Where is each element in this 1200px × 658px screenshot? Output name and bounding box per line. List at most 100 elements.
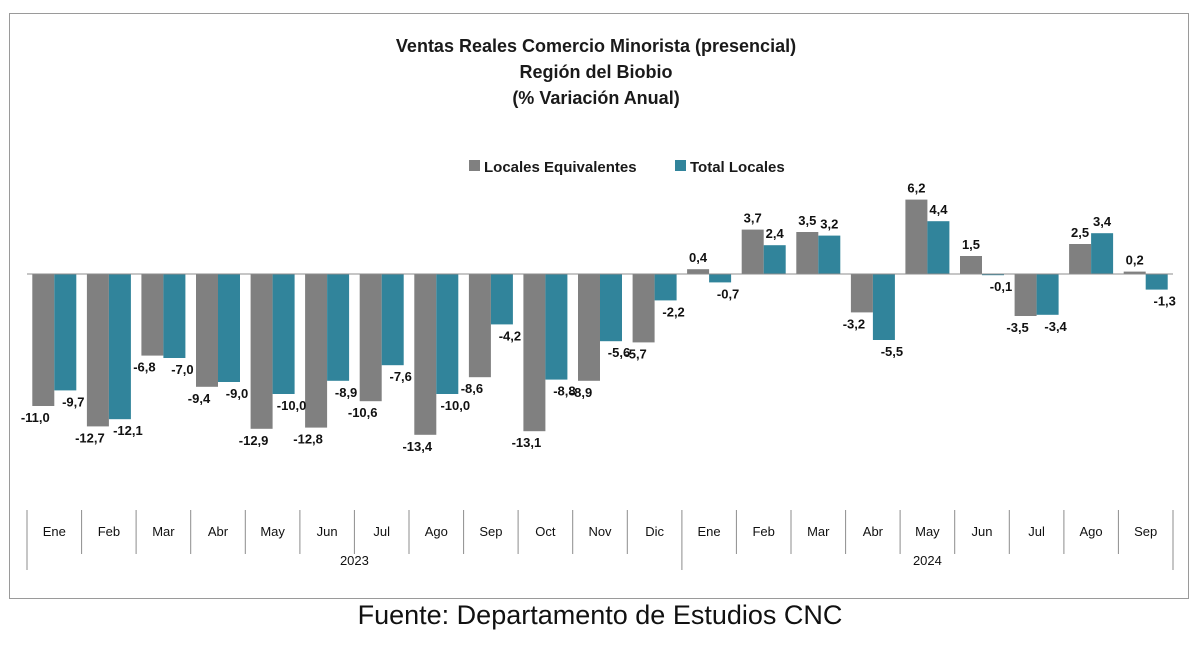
- data-label: -1,3: [1153, 294, 1175, 309]
- data-label: -8,8: [553, 384, 575, 399]
- data-label: -10,6: [348, 405, 378, 420]
- data-label: -8,9: [335, 385, 357, 400]
- bar-locales-equivalentes: [687, 269, 710, 274]
- chart-title-line: Ventas Reales Comercio Minorista (presen…: [396, 36, 796, 56]
- data-label: 6,2: [907, 181, 925, 196]
- data-label: -9,0: [226, 386, 248, 401]
- bar-total-locales: [327, 274, 350, 381]
- chart-bars: [32, 199, 1168, 435]
- x-tick-label: Dic: [645, 524, 664, 539]
- x-tick-label: Ene: [698, 524, 721, 539]
- data-label: -3,5: [1006, 320, 1028, 335]
- data-label: -11,0: [21, 410, 50, 425]
- data-label: -8,9: [570, 385, 592, 400]
- data-label: -0,1: [990, 279, 1012, 294]
- bar-total-locales: [654, 274, 677, 301]
- x-tick-label: Ago: [1080, 524, 1103, 539]
- chart-axis: Ene Feb Mar Abr May Jun Jul Ago Sep Oct Nov Dic Ene F…: [26, 273, 1174, 570]
- data-label: -12,8: [293, 432, 323, 447]
- bar-total-locales: [600, 274, 622, 342]
- data-label: -10,0: [440, 398, 470, 413]
- legend-label: Locales Equivalentes: [484, 159, 637, 176]
- bar-total-locales: [818, 235, 841, 274]
- bar-total-locales: [709, 274, 732, 283]
- bar-locales-equivalentes: [1069, 244, 1092, 274]
- data-label: -12,9: [239, 433, 269, 448]
- bar-locales-equivalentes: [632, 274, 655, 343]
- bar-locales-equivalentes: [359, 274, 382, 402]
- legend-swatch: [469, 160, 480, 171]
- x-tick-label: May: [260, 524, 285, 539]
- x-tick-label: Ene: [43, 524, 66, 539]
- chart: Ventas Reales Comercio Minorista (presen…: [21, 36, 1176, 570]
- data-label: -12,7: [75, 430, 105, 445]
- data-label: -13,4: [402, 439, 432, 454]
- bar-total-locales: [272, 274, 295, 394]
- chart-value-labels: -11,0 -12,7 -6,8 -9,4 -12,9 -12,8 -10,6 -13,4 -8…: [21, 181, 1176, 454]
- chart-frame: Ventas Reales Comercio Minorista (presen…: [9, 13, 1189, 599]
- data-label: -4,2: [499, 328, 521, 343]
- bar-total-locales: [1145, 274, 1168, 290]
- x-tick-label: Nov: [588, 524, 612, 539]
- data-label: -8,6: [461, 381, 483, 396]
- bar-total-locales: [1036, 274, 1059, 315]
- x-tick-label: Feb: [98, 524, 120, 539]
- source-note: Fuente: Departamento de Estudios CNC: [357, 600, 843, 630]
- x-tick-label: Abr: [863, 524, 884, 539]
- data-label: -7,6: [389, 369, 411, 384]
- data-label: 3,4: [1093, 214, 1112, 229]
- data-label: 4,4: [929, 202, 948, 217]
- data-label: -12,1: [113, 423, 143, 438]
- x-group-label: 2024: [913, 553, 942, 568]
- bar-total-locales: [436, 274, 459, 394]
- data-label: 0,4: [689, 250, 708, 265]
- data-label: -3,4: [1044, 319, 1067, 334]
- legend-label: Total Locales: [690, 159, 785, 176]
- bar-locales-equivalentes: [141, 274, 164, 356]
- data-label: 3,5: [798, 213, 816, 228]
- data-label: -5,5: [881, 344, 903, 359]
- legend-swatch: [675, 160, 686, 171]
- bar-locales-equivalentes: [32, 274, 55, 406]
- bar-locales-equivalentes: [850, 274, 873, 313]
- chart-title-line: Región del Biobio: [520, 62, 673, 82]
- x-tick-label: Ago: [425, 524, 448, 539]
- x-tick-label: Jul: [373, 524, 390, 539]
- bar-locales-equivalentes: [468, 274, 491, 378]
- bar-total-locales: [545, 274, 568, 380]
- bar-locales-equivalentes: [796, 232, 819, 274]
- bar-locales-equivalentes: [960, 256, 982, 274]
- x-tick-label: Jun: [972, 524, 993, 539]
- data-label: -7,0: [171, 362, 193, 377]
- chart-title: Ventas Reales Comercio Minorista (presen…: [396, 36, 796, 108]
- data-label: 3,7: [744, 211, 762, 226]
- bar-locales-equivalentes: [523, 274, 546, 432]
- data-label: 0,2: [1126, 253, 1144, 268]
- data-label: 2,5: [1071, 225, 1089, 240]
- bar-total-locales: [982, 274, 1004, 276]
- x-tick-label: Sep: [479, 524, 502, 539]
- bar-total-locales: [218, 274, 240, 382]
- bar-locales-equivalentes: [305, 274, 328, 428]
- x-tick-label: May: [915, 524, 940, 539]
- bar-total-locales: [54, 274, 77, 391]
- x-tick-label: Oct: [535, 524, 556, 539]
- data-label: -6,8: [133, 360, 155, 375]
- data-label: -2,2: [662, 304, 684, 319]
- data-label: -13,1: [512, 435, 542, 450]
- bar-total-locales: [872, 274, 895, 340]
- x-tick-label: Feb: [752, 524, 774, 539]
- x-tick-label: Sep: [1134, 524, 1157, 539]
- bar-locales-equivalentes: [1014, 274, 1037, 316]
- data-label: -9,4: [188, 391, 211, 406]
- x-tick-label: Mar: [807, 524, 830, 539]
- x-tick-label: Jun: [317, 524, 338, 539]
- bar-locales-equivalentes: [1123, 271, 1146, 274]
- bar-locales-equivalentes: [414, 274, 437, 435]
- bar-total-locales: [381, 274, 404, 366]
- chart-title-line: (% Variación Anual): [512, 88, 679, 108]
- bar-locales-equivalentes: [196, 274, 218, 387]
- data-label: 2,4: [766, 226, 785, 241]
- bar-locales-equivalentes: [86, 274, 109, 427]
- bar-total-locales: [763, 245, 786, 274]
